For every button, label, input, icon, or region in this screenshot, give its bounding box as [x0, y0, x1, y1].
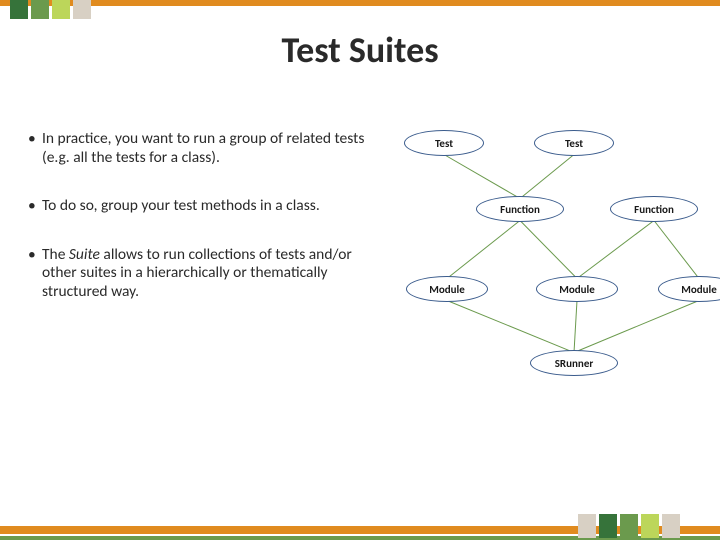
- decor-square: [578, 514, 596, 538]
- top-square-row: [0, 0, 91, 19]
- diagram-edge: [577, 220, 655, 279]
- decor-square: [10, 0, 28, 19]
- diagram-edge: [444, 154, 520, 199]
- decor-square: [31, 0, 49, 19]
- decor-square: [662, 514, 680, 538]
- bullet-item: •In practice, you want to run a group of…: [28, 130, 368, 167]
- diagram-edge: [447, 220, 521, 279]
- content-area: •In practice, you want to run a group of…: [0, 130, 720, 430]
- diagram-node-function: Function: [476, 196, 564, 222]
- diagram-edge: [447, 300, 574, 353]
- bullet-text: In practice, you want to run a group of …: [42, 130, 368, 167]
- diagram-node-test: Test: [404, 130, 484, 156]
- diagram-edge: [520, 154, 575, 199]
- diagram-edge: [574, 300, 699, 353]
- bullet-dot: •: [28, 197, 42, 216]
- bullet-item: •To do so, group your test methods in a …: [28, 197, 368, 216]
- diagram-node-test: Test: [534, 130, 614, 156]
- diagram-node-srunner: SRunner: [530, 350, 618, 376]
- diagram-edge: [654, 220, 700, 279]
- diagram-edge: [520, 220, 578, 279]
- decor-square: [52, 0, 70, 19]
- diagram-edge: [574, 300, 578, 352]
- decor-square: [599, 514, 617, 538]
- bullet-dot: •: [28, 246, 42, 302]
- diagram-node-module: Module: [658, 276, 720, 302]
- diagram-node-function: Function: [610, 196, 698, 222]
- slide-title: Test Suites: [0, 28, 720, 72]
- decor-square: [73, 0, 91, 19]
- decor-square: [641, 514, 659, 538]
- bottom-square-row: [578, 514, 680, 538]
- diagram-node-module: Module: [406, 276, 488, 302]
- decor-square: [620, 514, 638, 538]
- bullet-dot: •: [28, 130, 42, 167]
- bullet-text: The Suite allows to run collections of t…: [42, 246, 368, 302]
- bullet-list: •In practice, you want to run a group of…: [28, 130, 368, 430]
- hierarchy-diagram: TestTestFunctionFunctionModuleModuleModu…: [368, 130, 692, 430]
- bullet-text: To do so, group your test methods in a c…: [42, 197, 368, 216]
- diagram-node-module: Module: [536, 276, 618, 302]
- top-accent-bar: [0, 0, 720, 6]
- bullet-item: •The Suite allows to run collections of …: [28, 246, 368, 302]
